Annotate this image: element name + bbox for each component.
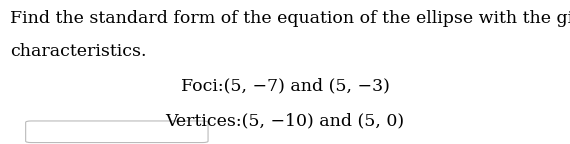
Text: Find the standard form of the equation of the ellipse with the given: Find the standard form of the equation o… bbox=[10, 10, 570, 27]
Text: Foci:(5, −7) and (5, −3): Foci:(5, −7) and (5, −3) bbox=[181, 78, 389, 95]
Text: characteristics.: characteristics. bbox=[10, 43, 146, 60]
Text: Vertices:(5, −10) and (5, 0): Vertices:(5, −10) and (5, 0) bbox=[165, 112, 405, 129]
FancyBboxPatch shape bbox=[26, 121, 208, 143]
